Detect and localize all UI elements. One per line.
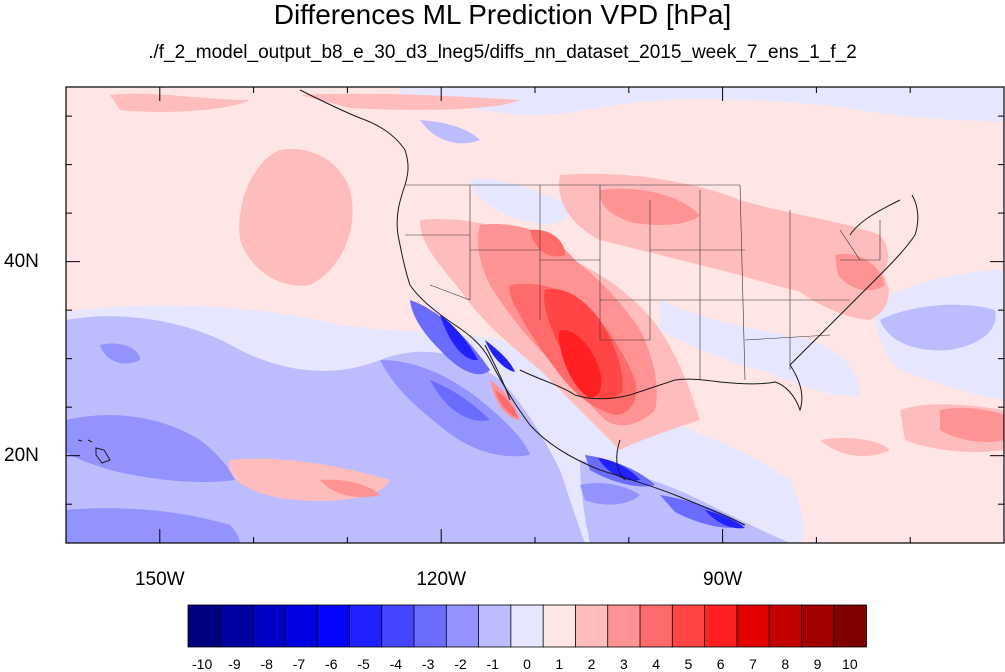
colorbar-label: 7 bbox=[749, 656, 757, 672]
colorbar-swatch bbox=[801, 604, 835, 648]
colorbar-label: 1 bbox=[555, 656, 564, 672]
colorbar-swatch bbox=[671, 604, 706, 648]
colorbar-swatch bbox=[187, 604, 222, 648]
colorbar-swatch bbox=[413, 604, 448, 648]
colorbar-label: 2 bbox=[587, 656, 596, 672]
colorbar-swatch bbox=[445, 604, 480, 648]
colorbar-swatch bbox=[349, 604, 383, 648]
colorbar bbox=[187, 604, 867, 648]
colorbar-label: -4 bbox=[389, 656, 403, 672]
colorbar-swatch bbox=[736, 604, 771, 648]
lat-tick-label: 40N bbox=[4, 250, 39, 272]
colorbar-label: -6 bbox=[325, 656, 338, 672]
colorbar-label: -5 bbox=[357, 656, 370, 672]
anomaly-positive-peak bbox=[558, 329, 602, 398]
map-title: Differences ML Prediction VPD [hPa] bbox=[273, 0, 732, 30]
colorbar-swatch bbox=[510, 604, 545, 648]
colorbar-label: 6 bbox=[716, 656, 725, 672]
anomaly-negative-extreme bbox=[440, 315, 745, 529]
colorbar-swatch bbox=[575, 604, 609, 648]
colorbar-swatch bbox=[252, 604, 286, 648]
lat-tick-label: 20N bbox=[4, 444, 39, 466]
coastlines bbox=[77, 89, 919, 526]
axis-ticks bbox=[66, 87, 1004, 543]
colorbar-swatch bbox=[768, 604, 803, 648]
lon-tick-label: 90W bbox=[703, 569, 743, 590]
colorbar-swatch bbox=[639, 604, 674, 648]
colorbar-swatch bbox=[704, 604, 738, 648]
colorbar-label: -10 bbox=[192, 656, 213, 672]
colorbar-label: 5 bbox=[684, 656, 693, 672]
colorbar-label: 10 bbox=[842, 656, 858, 672]
colorbar-label: -8 bbox=[260, 656, 273, 672]
colorbar-label: 0 bbox=[523, 656, 531, 672]
colorbar-label: -3 bbox=[421, 656, 435, 672]
colorbar-label: 4 bbox=[652, 656, 661, 672]
colorbar-label: -9 bbox=[228, 656, 241, 672]
colorbar-label: -1 bbox=[486, 656, 499, 672]
colorbar-label: 9 bbox=[813, 656, 822, 672]
colorbar-swatch bbox=[542, 604, 577, 648]
colorbar-swatch bbox=[833, 604, 867, 648]
state-borders bbox=[405, 184, 881, 381]
lon-tick-label: 150W bbox=[134, 569, 185, 590]
colorbar-swatch bbox=[284, 604, 319, 648]
colorbar-swatch bbox=[316, 604, 351, 648]
colorbar-swatch bbox=[478, 604, 512, 648]
lon-tick-label: 120W bbox=[416, 569, 467, 590]
colorbar-label: 3 bbox=[619, 656, 628, 672]
colorbar-swatch bbox=[381, 604, 415, 648]
colorbar-swatch bbox=[607, 604, 641, 648]
map-subtitle: ./f_2_model_output_b8_e_30_d3_lneg5/diff… bbox=[148, 42, 857, 63]
colorbar-swatch bbox=[219, 604, 254, 648]
colorbar-label: 8 bbox=[781, 656, 790, 672]
colorbar-label: -2 bbox=[454, 656, 467, 672]
colorbar-label: -7 bbox=[292, 656, 306, 672]
